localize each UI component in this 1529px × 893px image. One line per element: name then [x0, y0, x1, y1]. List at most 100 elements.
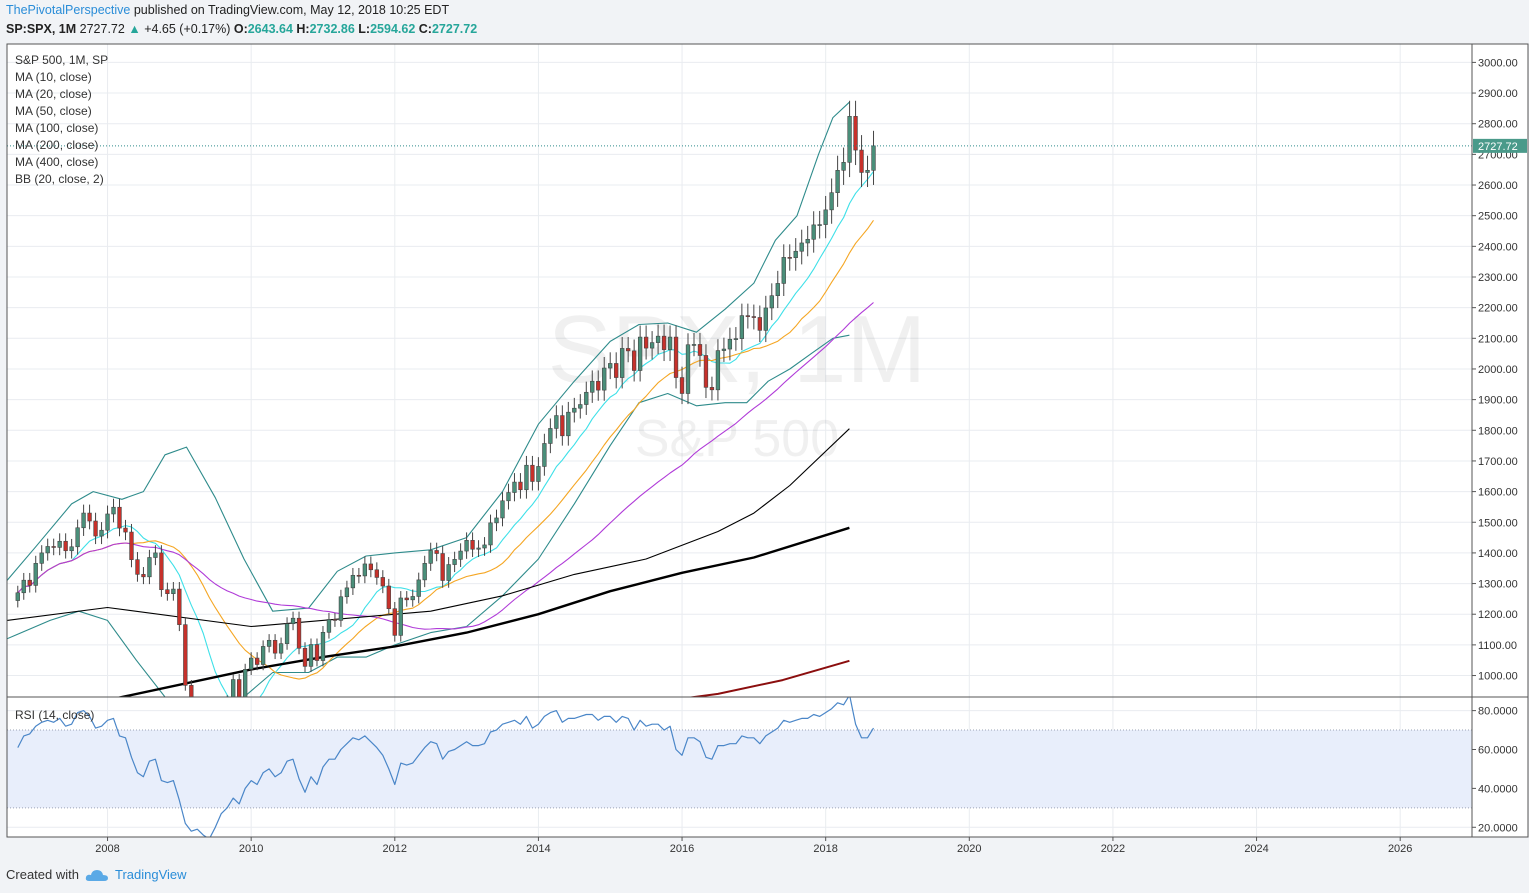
candle	[518, 473, 523, 499]
time-tick-label: 2012	[383, 843, 407, 855]
legend-item[interactable]: MA (200, close)	[15, 138, 98, 152]
candle	[171, 582, 176, 601]
legend-item[interactable]: BB (20, close, 2)	[15, 172, 104, 186]
candle-body	[183, 624, 188, 686]
candle-body	[853, 116, 858, 151]
plot-background	[7, 44, 1528, 837]
candle-body	[254, 657, 260, 665]
candle	[87, 504, 92, 530]
candle-body	[673, 336, 679, 378]
candle-body	[626, 348, 631, 352]
rsi-legend[interactable]: RSI (14, close)	[15, 708, 94, 722]
candle	[853, 100, 858, 166]
price-tick-label: 2300.00	[1478, 272, 1518, 284]
time-tick-label: 2022	[1101, 843, 1125, 855]
candle	[440, 545, 445, 588]
legend-item[interactable]: MA (20, close)	[15, 87, 92, 101]
candle	[386, 578, 391, 616]
candle-body	[344, 587, 350, 598]
candle-body	[590, 380, 595, 393]
candle	[320, 626, 326, 667]
candle	[739, 303, 745, 351]
candle-body	[464, 540, 469, 552]
candle-body	[272, 639, 278, 654]
price-tick-label: 1900.00	[1478, 395, 1518, 407]
ma100-line	[7, 428, 850, 628]
price-tick-label: 1400.00	[1478, 548, 1518, 560]
close-value: 2727.72	[431, 22, 478, 36]
candle-body	[727, 338, 733, 350]
candle-body	[476, 547, 481, 550]
candle	[524, 455, 529, 499]
candle-body	[237, 679, 242, 697]
candle	[422, 555, 427, 588]
candle-body	[602, 367, 607, 391]
candle-body	[835, 170, 840, 193]
legend-item[interactable]: S&P 500, 1M, SP	[15, 53, 108, 67]
candle-body	[865, 170, 870, 173]
candle-body	[111, 506, 116, 515]
candle-body	[129, 531, 134, 560]
candle	[596, 370, 601, 401]
candle-body	[841, 162, 846, 171]
time-tick-label: 2008	[95, 843, 119, 855]
legend-item[interactable]: MA (400, close)	[15, 155, 98, 169]
time-axis-background	[0, 837, 1528, 859]
candle	[542, 433, 547, 476]
candle-body	[332, 619, 338, 621]
open-label: O:	[233, 22, 248, 36]
candle	[566, 401, 571, 446]
candle	[643, 325, 649, 360]
created-with: Created with	[6, 867, 79, 882]
candle	[775, 270, 780, 309]
candle	[380, 570, 385, 594]
candle	[614, 352, 619, 389]
candle-body	[823, 209, 828, 225]
candle	[673, 325, 679, 389]
legend-item[interactable]: MA (10, close)	[15, 70, 92, 84]
candle	[787, 244, 792, 271]
candle	[590, 370, 595, 403]
tradingview-link[interactable]: TradingView	[114, 867, 187, 882]
candle	[249, 652, 254, 676]
candle-body	[165, 589, 170, 594]
candle	[458, 543, 463, 567]
candle	[679, 366, 685, 405]
candle-body	[27, 579, 32, 586]
price-tick-label: 1000.00	[1478, 671, 1518, 683]
legend-item[interactable]: MA (50, close)	[15, 104, 92, 118]
footer: Created with TradingView	[6, 867, 187, 882]
candle-body	[494, 517, 499, 524]
candle-body	[578, 404, 583, 409]
last-price: 2727.72	[79, 22, 125, 36]
candle	[362, 556, 368, 584]
legend-item[interactable]: MA (100, close)	[15, 121, 98, 135]
candle	[709, 376, 715, 401]
candle-body	[512, 481, 517, 493]
time-tick-label: 2026	[1388, 843, 1412, 855]
candle-body	[99, 529, 104, 537]
author-link[interactable]: ThePivotalPerspective	[6, 3, 131, 17]
candle-body	[721, 348, 727, 351]
candle	[464, 532, 469, 559]
rsi-tick-label: 80.0000	[1478, 706, 1518, 718]
candle	[290, 611, 296, 631]
candle-body	[123, 527, 128, 533]
time-tick-label: 2018	[813, 843, 837, 855]
candle-body	[458, 550, 463, 560]
candle-body	[33, 563, 38, 586]
candle-body	[643, 336, 649, 349]
candle-body	[440, 553, 445, 581]
candle-body	[153, 552, 158, 558]
candle-body	[757, 317, 762, 331]
candle	[446, 557, 451, 588]
candle	[805, 225, 810, 257]
candle-body	[284, 623, 290, 644]
candle-body	[572, 407, 577, 413]
candle	[859, 135, 864, 188]
candle	[398, 591, 403, 642]
price-tick-label: 1600.00	[1478, 487, 1518, 499]
candle	[183, 618, 188, 691]
candle	[536, 457, 541, 491]
